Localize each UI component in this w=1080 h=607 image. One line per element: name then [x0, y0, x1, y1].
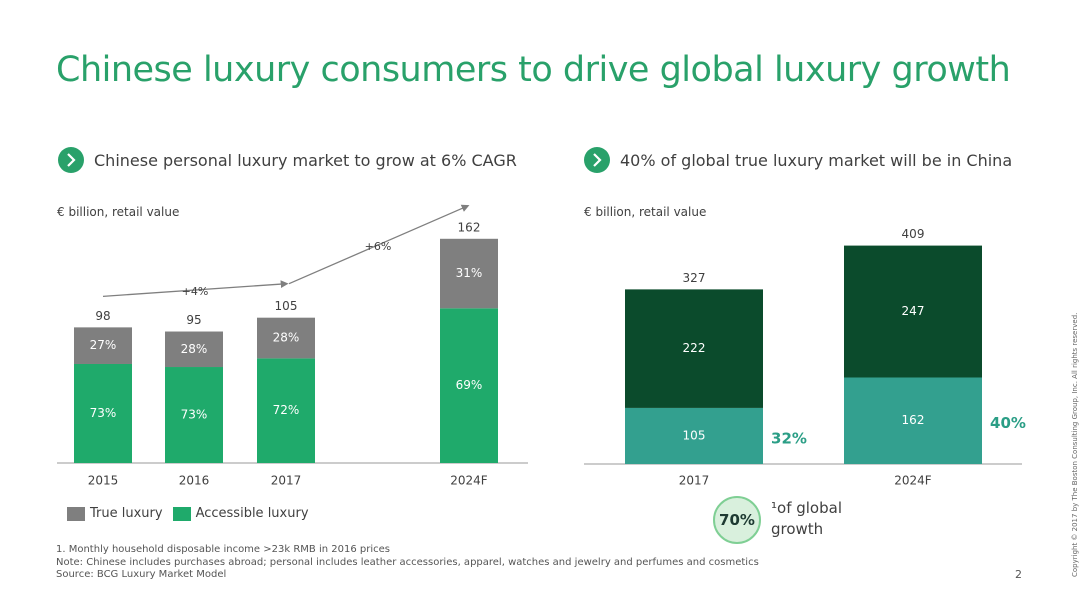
cagr-label-2017-2024: +6% [365, 240, 392, 253]
total-label-2017: 105 [275, 299, 298, 313]
bar-accessible-2017 [257, 358, 315, 463]
left-subheading: Chinese personal luxury market to grow a… [58, 147, 517, 173]
total-label-2015: 98 [95, 309, 110, 323]
label-true-2024F: 31% [456, 266, 483, 280]
page-title: Chinese luxury consumers to drive global… [56, 50, 1011, 90]
x-tick-2017: 2017 [271, 474, 302, 488]
bar-true-2017 [257, 317, 315, 359]
legend-label-accessible-luxury: Accessible luxury [195, 506, 309, 521]
total-label-2024F: 162 [458, 220, 481, 234]
bar-accessible-2024F [440, 308, 498, 463]
bar-true-2024F [440, 238, 498, 309]
footer-notes: 1. Monthly household disposable income >… [56, 544, 759, 582]
page-number: 2 [1015, 568, 1022, 581]
bar-accessible-2015 [74, 363, 132, 463]
total-label-2016: 95 [186, 313, 201, 327]
global-growth-badge: 70% [713, 496, 761, 544]
legend-swatch-accessible-luxury [172, 506, 191, 521]
label-china-2017: 105 [683, 428, 706, 442]
bar-china-2024F [844, 377, 982, 464]
china-share-2017: 32% [771, 429, 807, 447]
x-tick-right-2024F: 2024F [894, 474, 932, 488]
label-china-2024F: 162 [902, 413, 925, 427]
label-accessible-2015: 73% [90, 406, 117, 420]
x-tick-2016: 2016 [179, 474, 210, 488]
bar-true-2016 [165, 331, 223, 368]
cagr-arrow-2015-2017 [102, 280, 289, 298]
x-tick-2024F: 2024F [450, 474, 488, 488]
label-rest-2017: 222 [683, 341, 706, 355]
chevron-right-icon [584, 147, 610, 173]
cagr-arrow-2017-2024 [288, 204, 470, 285]
label-true-2015: 27% [90, 338, 117, 352]
right-unit-label: € billion, retail value [584, 205, 707, 219]
total-label-right-2024F: 409 [902, 227, 925, 241]
left-subtitle: Chinese personal luxury market to grow a… [94, 150, 517, 170]
label-rest-2024F: 247 [902, 304, 925, 318]
legend-swatch-true-luxury [67, 506, 85, 521]
label-accessible-2017: 72% [273, 403, 300, 417]
copyright-notice: Copyright © 2017 by The Boston Consultin… [1071, 312, 1079, 577]
footnote-1: 1. Monthly household disposable income >… [56, 544, 390, 555]
right-subtitle: 40% of global true luxury market will be… [620, 150, 1013, 170]
legend-label-true-luxury: True luxury [90, 506, 163, 521]
global-growth-label: ¹of global growth [771, 499, 842, 538]
bar-rest-2017 [625, 289, 763, 408]
bar-accessible-2016 [165, 367, 223, 463]
total-label-right-2017: 327 [683, 271, 706, 285]
footnote-source: Source: BCG Luxury Market Model [56, 569, 227, 580]
bar-china-2017 [625, 407, 763, 464]
label-true-2017: 28% [273, 331, 300, 345]
china-share-2024F: 40% [990, 414, 1026, 432]
bar-true-2015 [74, 327, 132, 364]
footnote-note: Note: Chinese includes purchases abroad;… [56, 556, 759, 568]
label-accessible-2016: 73% [181, 408, 208, 422]
label-accessible-2024F: 69% [456, 378, 483, 392]
x-tick-right-2017: 2017 [679, 474, 710, 488]
left-unit-label: € billion, retail value [57, 205, 180, 219]
cagr-label-2015-2017: +4% [182, 285, 209, 298]
right-subheading: 40% of global true luxury market will be… [584, 147, 1012, 173]
x-tick-2015: 2015 [88, 474, 119, 488]
label-true-2016: 28% [181, 342, 208, 356]
bar-rest-2024F [844, 245, 982, 378]
left-legend: True luxury Accessible luxury [67, 506, 309, 521]
chevron-right-icon [58, 147, 84, 173]
